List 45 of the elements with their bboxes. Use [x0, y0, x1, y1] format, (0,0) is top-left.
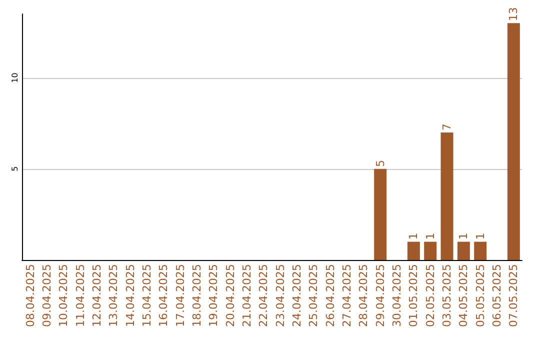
- x-tick-label: 07.05.2025: [507, 264, 520, 327]
- x-tick-label: 26.04.2025: [324, 264, 337, 327]
- bar: [440, 132, 454, 260]
- data-label: 13: [507, 7, 520, 22]
- x-tick-label: 21.04.2025: [240, 264, 254, 327]
- data-label: 1: [457, 232, 470, 240]
- x-tick-label: 13.04.2025: [107, 264, 120, 327]
- x-tick-label: 01.05.2025: [407, 264, 420, 327]
- x-tick-label: 22.04.2025: [257, 264, 270, 327]
- data-label: 1: [407, 232, 420, 240]
- x-tick-label: 23.04.2025: [274, 264, 287, 327]
- bar: [507, 23, 520, 260]
- data-label: 1: [474, 232, 487, 240]
- bar: [457, 242, 470, 260]
- x-tick-label: 06.05.2025: [490, 264, 504, 327]
- x-tick-label: 16.04.2025: [157, 264, 170, 327]
- x-tick-label: 18.04.2025: [190, 264, 204, 327]
- bar: [407, 242, 420, 260]
- x-tick-label: 04.05.2025: [457, 264, 470, 327]
- x-tick-label: 03.05.2025: [440, 264, 454, 327]
- x-tick-label: 15.04.2025: [140, 264, 154, 327]
- x-tick-label: 05.05.2025: [474, 264, 487, 327]
- x-tick-label: 24.04.2025: [290, 264, 304, 327]
- y-tick-label: 10: [10, 72, 20, 83]
- x-tick-label: 17.04.2025: [174, 264, 187, 327]
- x-tick-label: 29.04.2025: [374, 264, 387, 327]
- x-tick-label: 10.04.2025: [57, 264, 70, 327]
- x-tick-label: 20.04.2025: [224, 264, 237, 327]
- x-tick-label: 27.04.2025: [340, 264, 354, 327]
- x-tick-label: 02.05.2025: [424, 264, 437, 327]
- bar: [374, 168, 387, 260]
- bar: [424, 242, 437, 260]
- data-label: 7: [440, 123, 454, 130]
- x-tick-label: 12.04.2025: [90, 264, 104, 327]
- x-tick-label: 14.04.2025: [124, 264, 137, 327]
- data-label: 5: [374, 160, 387, 167]
- bar: [474, 242, 487, 260]
- x-tick-label: 25.04.2025: [307, 264, 320, 327]
- x-tick-label: 11.04.2025: [74, 264, 87, 327]
- x-tick-label: 08.04.2025: [24, 264, 37, 327]
- x-tick-label: 09.04.2025: [40, 264, 54, 327]
- data-label: 1: [424, 232, 437, 240]
- x-tick-label: 30.04.2025: [390, 264, 404, 327]
- x-tick-label: 19.04.2025: [207, 264, 220, 327]
- x-tick-label: 28.04.2025: [357, 264, 370, 327]
